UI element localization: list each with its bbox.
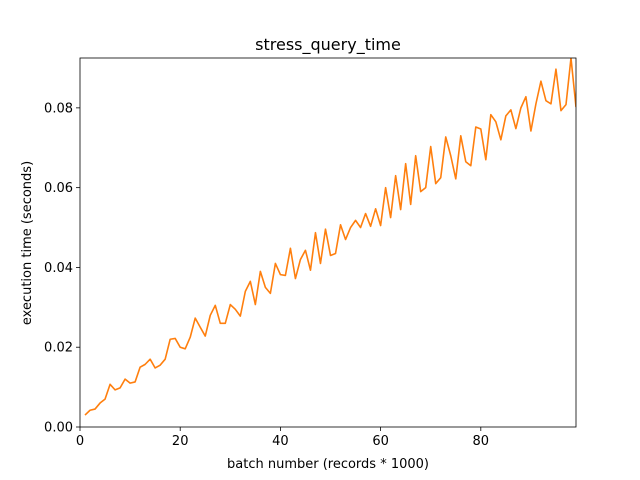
y-tick-label: 0.00 bbox=[44, 421, 73, 436]
chart-title: stress_query_time bbox=[255, 35, 401, 55]
y-axis-ticks: 0.00 0.02 0.04 0.06 0.08 bbox=[44, 101, 80, 436]
y-tick-label: 0.02 bbox=[44, 341, 73, 356]
y-axis-label: execution time (seconds) bbox=[20, 161, 35, 325]
y-tick-label: 0.04 bbox=[44, 261, 73, 276]
x-axis-label: batch number (records * 1000) bbox=[227, 457, 429, 472]
x-tick-label: 0 bbox=[76, 434, 84, 449]
y-tick-label: 0.06 bbox=[44, 181, 73, 196]
x-axis-ticks: 0 20 40 60 80 bbox=[76, 427, 489, 449]
x-tick-label: 20 bbox=[172, 434, 189, 449]
x-tick-label: 60 bbox=[372, 434, 389, 449]
y-tick-label: 0.08 bbox=[44, 101, 73, 116]
x-tick-label: 80 bbox=[473, 434, 490, 449]
axes-frame bbox=[79, 57, 577, 428]
x-tick-label: 40 bbox=[272, 434, 289, 449]
series-line bbox=[84, 58, 576, 416]
plot-area bbox=[79, 57, 577, 428]
